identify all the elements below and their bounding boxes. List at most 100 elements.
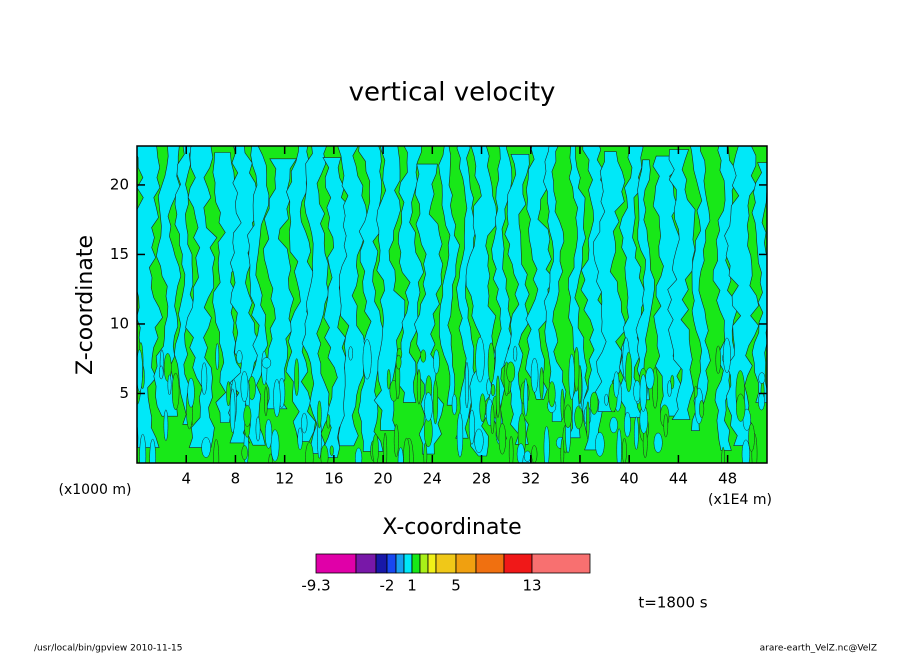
field-cell	[530, 357, 539, 393]
field-cell	[633, 380, 641, 403]
field-cell	[416, 369, 422, 405]
footer-left: /usr/local/bin/gpview 2010-11-15	[34, 644, 182, 654]
field-cell	[423, 442, 428, 463]
field-cell	[451, 394, 458, 416]
field-cell	[139, 433, 147, 463]
field-cell	[573, 346, 580, 392]
x-tick-label: 4	[181, 470, 191, 488]
x-tick-label: 36	[570, 470, 589, 488]
field-cell	[748, 423, 755, 452]
y-axis-label: Z-coordinate	[73, 235, 98, 375]
x-tick-label: 8	[231, 470, 241, 488]
field-cell	[531, 445, 538, 463]
field-cell	[474, 428, 484, 454]
field-region	[153, 146, 182, 417]
field-cell	[741, 439, 750, 463]
field-cell	[609, 416, 618, 434]
field-cell	[424, 392, 433, 422]
field-cell	[622, 438, 627, 463]
colorbar-box	[395, 553, 405, 574]
field-region	[543, 146, 567, 422]
colorbar-box	[315, 553, 357, 574]
field-cell	[574, 405, 583, 430]
field-cell	[513, 345, 518, 362]
field-region	[635, 159, 655, 401]
field-cell	[158, 365, 164, 380]
field-cell	[229, 388, 236, 433]
y-tick-label: 15	[110, 245, 129, 263]
y-unit: (x1000 m)	[59, 482, 132, 498]
field-cell	[506, 361, 516, 383]
field-cell	[213, 439, 220, 463]
field-cell	[268, 453, 273, 463]
field-cell	[568, 353, 575, 400]
field-region	[285, 146, 316, 442]
field-cell	[564, 404, 572, 429]
field-cell	[498, 423, 506, 455]
field-cell	[432, 380, 439, 425]
field-cell	[320, 444, 329, 463]
x-tick-label: 32	[521, 470, 540, 488]
colorbar-box	[455, 553, 477, 574]
x-tick-label: 48	[718, 470, 737, 488]
x-tick-label: 40	[620, 470, 639, 488]
colorbar-box	[435, 553, 457, 574]
field-cell	[475, 336, 485, 383]
field-cell	[433, 349, 440, 374]
field-cell	[163, 409, 169, 441]
field-cell	[372, 433, 379, 463]
colorbar-box	[531, 553, 591, 574]
field-cell	[264, 419, 273, 449]
field-cell	[255, 416, 261, 442]
field-cell	[667, 380, 672, 397]
field-cell	[348, 346, 354, 361]
field-cell	[167, 374, 172, 396]
x-tick-label: 24	[423, 470, 442, 488]
field-cell	[240, 371, 249, 403]
field-cell	[393, 424, 399, 458]
time-annotation: t=1800 s	[638, 594, 707, 612]
field-cell	[403, 437, 410, 463]
colorbar-tick-label: -2	[380, 577, 395, 595]
colorbar-box	[403, 553, 413, 574]
field-cell	[523, 450, 532, 462]
x-tick-label: 12	[275, 470, 294, 488]
colorbar-tick-label: 1	[407, 577, 417, 595]
colorbar-box	[386, 553, 397, 574]
field-cell	[560, 438, 565, 463]
field-cell	[386, 368, 391, 390]
colorbar-box	[411, 553, 421, 574]
field-region	[488, 146, 513, 440]
field-cell	[633, 416, 639, 450]
field-region	[592, 151, 626, 412]
field-cell	[383, 432, 388, 463]
field-cell	[301, 412, 308, 434]
field-cell	[723, 337, 731, 373]
field-cell	[243, 405, 252, 427]
field-cell	[329, 445, 334, 456]
field-cell	[495, 375, 501, 418]
field-cell	[149, 438, 156, 463]
field-cell	[397, 447, 404, 463]
field-cell	[715, 345, 721, 374]
field-cell	[297, 427, 303, 450]
field-cell	[261, 357, 272, 369]
field-cell	[490, 403, 495, 435]
field-cell	[354, 447, 363, 463]
x-tick-label: 44	[669, 470, 688, 488]
field-region	[396, 146, 424, 403]
colorbar-box	[475, 553, 505, 574]
chart-title: vertical velocity	[349, 78, 556, 108]
field-region	[263, 158, 298, 410]
field-cell	[699, 400, 705, 419]
field-cell	[270, 429, 280, 462]
field-cell	[523, 378, 529, 417]
field-cell	[395, 354, 402, 370]
field-region	[667, 149, 696, 420]
colorbar-box	[419, 553, 429, 574]
field-cell	[187, 377, 195, 408]
x-tick-label: 16	[324, 470, 343, 488]
field-region	[525, 146, 556, 400]
field-cell	[305, 442, 314, 463]
contour-field	[137, 146, 767, 463]
